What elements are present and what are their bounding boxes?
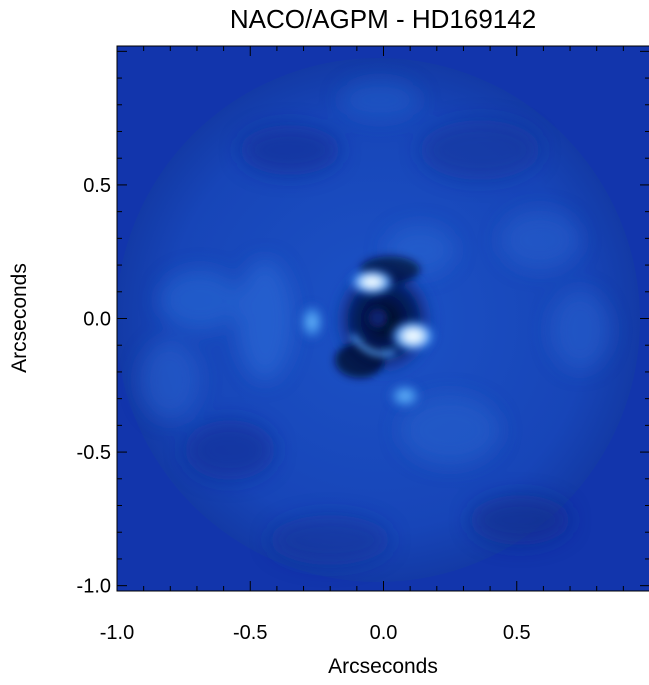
bright-feature-southeast [389, 319, 437, 353]
speckle-noise [140, 80, 610, 565]
y-tick-label: 0.0 [83, 309, 111, 331]
axis-ticks [116, 46, 649, 591]
disk-emission [298, 268, 437, 410]
x-tick-label: 0.0 [370, 622, 398, 644]
x-tick-label: -0.5 [233, 622, 267, 644]
y-tick-label: 0.5 [83, 175, 111, 197]
x-axis-label: Arcseconds [328, 655, 438, 678]
y-tick-label: -0.5 [77, 442, 111, 464]
x-tick-label: -1.0 [100, 622, 134, 644]
tick-labels: -1.0 -0.5 0.0 0.5 0.5 0.0 -0.5 -1.0 [77, 175, 531, 644]
y-tick-label: -1.0 [77, 576, 111, 598]
faint-feature-west [298, 302, 326, 342]
faint-feature-south [387, 382, 423, 410]
x-tick-label: 0.5 [503, 622, 531, 644]
image-title: NACO/AGPM - HD169142 [229, 4, 537, 34]
bright-feature-north [348, 268, 396, 296]
coronagraph-center [368, 308, 388, 328]
coronagraph-image [117, 46, 649, 591]
